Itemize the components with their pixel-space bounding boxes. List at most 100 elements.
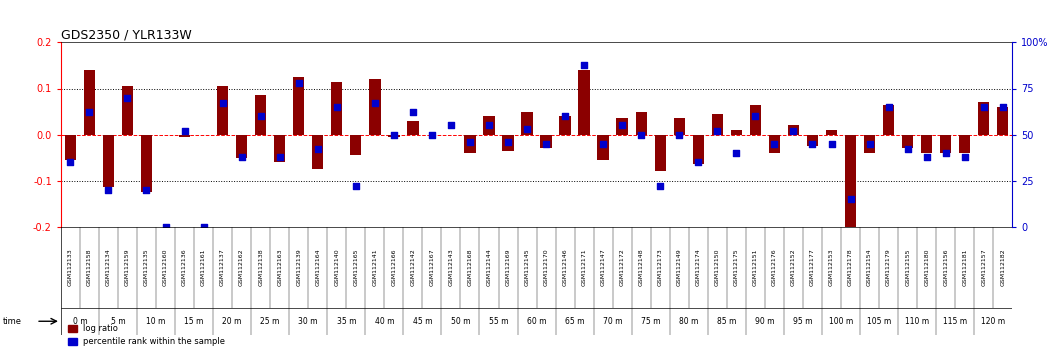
- Text: 85 m: 85 m: [718, 317, 736, 326]
- Text: GSM112179: GSM112179: [886, 249, 891, 286]
- Point: [785, 128, 801, 134]
- Text: 15 m: 15 m: [185, 317, 204, 326]
- Text: 115 m: 115 m: [943, 317, 967, 326]
- Point: [880, 104, 897, 110]
- Point: [747, 113, 764, 119]
- Text: GSM112164: GSM112164: [316, 249, 320, 286]
- Point: [385, 132, 402, 137]
- Text: 65 m: 65 m: [564, 317, 584, 326]
- Bar: [598, 135, 608, 160]
- Point: [157, 224, 174, 229]
- Text: 25 m: 25 m: [260, 317, 280, 326]
- Text: GSM112162: GSM112162: [239, 249, 244, 286]
- Bar: [350, 135, 362, 155]
- Text: 35 m: 35 m: [337, 317, 356, 326]
- Point: [443, 122, 459, 128]
- Text: 90 m: 90 m: [755, 317, 774, 326]
- Text: GSM112134: GSM112134: [106, 249, 111, 286]
- Point: [728, 150, 745, 156]
- Text: 5 m: 5 m: [110, 317, 125, 326]
- Point: [595, 141, 612, 147]
- Text: GSM112166: GSM112166: [391, 249, 397, 286]
- Text: 0 m: 0 m: [72, 317, 87, 326]
- Bar: [997, 107, 1008, 135]
- Text: time: time: [3, 317, 22, 326]
- Text: GSM112169: GSM112169: [506, 249, 511, 286]
- Point: [119, 95, 135, 101]
- Bar: [750, 105, 762, 135]
- Point: [62, 159, 79, 165]
- Text: 45 m: 45 m: [412, 317, 432, 326]
- Point: [938, 150, 955, 156]
- Bar: [769, 135, 780, 153]
- Text: GSM112139: GSM112139: [296, 249, 301, 286]
- Text: 55 m: 55 m: [489, 317, 509, 326]
- Text: GSM112140: GSM112140: [335, 249, 339, 286]
- Point: [766, 141, 783, 147]
- Text: GSM112177: GSM112177: [810, 249, 815, 286]
- Text: GSM112137: GSM112137: [220, 249, 226, 286]
- Text: GSM112172: GSM112172: [620, 249, 625, 286]
- Text: GSM112151: GSM112151: [753, 249, 757, 286]
- Text: GSM112153: GSM112153: [829, 249, 834, 286]
- Point: [899, 147, 916, 152]
- Point: [424, 132, 441, 137]
- Text: 50 m: 50 m: [451, 317, 470, 326]
- Point: [823, 141, 840, 147]
- Text: GSM112154: GSM112154: [868, 249, 872, 286]
- Bar: [636, 112, 647, 135]
- Bar: [864, 135, 875, 153]
- Point: [195, 224, 212, 229]
- Text: GSM112136: GSM112136: [183, 249, 187, 286]
- Point: [405, 110, 422, 115]
- Bar: [978, 102, 989, 135]
- Text: GSM112158: GSM112158: [87, 249, 92, 286]
- Text: GSM112133: GSM112133: [68, 249, 72, 286]
- Point: [138, 187, 155, 193]
- Bar: [959, 135, 970, 153]
- Text: GSM112160: GSM112160: [163, 249, 168, 286]
- Bar: [141, 135, 152, 192]
- Text: GSM112182: GSM112182: [1001, 249, 1005, 286]
- Legend: log ratio, percentile rank within the sample: log ratio, percentile rank within the sa…: [65, 321, 229, 350]
- Point: [842, 196, 859, 202]
- Bar: [940, 135, 951, 153]
- Text: 95 m: 95 m: [793, 317, 813, 326]
- Text: GSM112138: GSM112138: [258, 249, 263, 286]
- Point: [671, 132, 688, 137]
- Text: GSM112149: GSM112149: [677, 249, 682, 286]
- Text: GSM112141: GSM112141: [372, 249, 378, 286]
- Point: [690, 159, 707, 165]
- Point: [347, 183, 364, 189]
- Text: GSM112176: GSM112176: [772, 249, 777, 286]
- Text: 30 m: 30 m: [299, 317, 318, 326]
- Bar: [84, 70, 95, 135]
- Text: 40 m: 40 m: [374, 317, 394, 326]
- Point: [328, 104, 345, 110]
- Bar: [484, 116, 495, 135]
- Text: GSM112144: GSM112144: [487, 249, 492, 286]
- Bar: [692, 135, 704, 164]
- Point: [81, 110, 98, 115]
- Point: [309, 147, 326, 152]
- Bar: [788, 125, 799, 135]
- Bar: [65, 135, 77, 160]
- Point: [957, 154, 973, 159]
- Point: [651, 183, 668, 189]
- Text: 60 m: 60 m: [527, 317, 547, 326]
- Text: GSM112145: GSM112145: [524, 249, 530, 286]
- Text: GSM112148: GSM112148: [639, 249, 644, 286]
- Point: [272, 154, 288, 159]
- Point: [462, 139, 478, 145]
- Bar: [655, 135, 666, 171]
- Bar: [122, 86, 133, 135]
- Text: GSM112152: GSM112152: [791, 249, 796, 286]
- Text: 80 m: 80 m: [679, 317, 699, 326]
- Point: [233, 154, 250, 159]
- Text: GSM112168: GSM112168: [468, 249, 472, 286]
- Point: [918, 154, 935, 159]
- Point: [366, 101, 383, 106]
- Point: [538, 141, 555, 147]
- Bar: [388, 135, 400, 137]
- Point: [214, 101, 231, 106]
